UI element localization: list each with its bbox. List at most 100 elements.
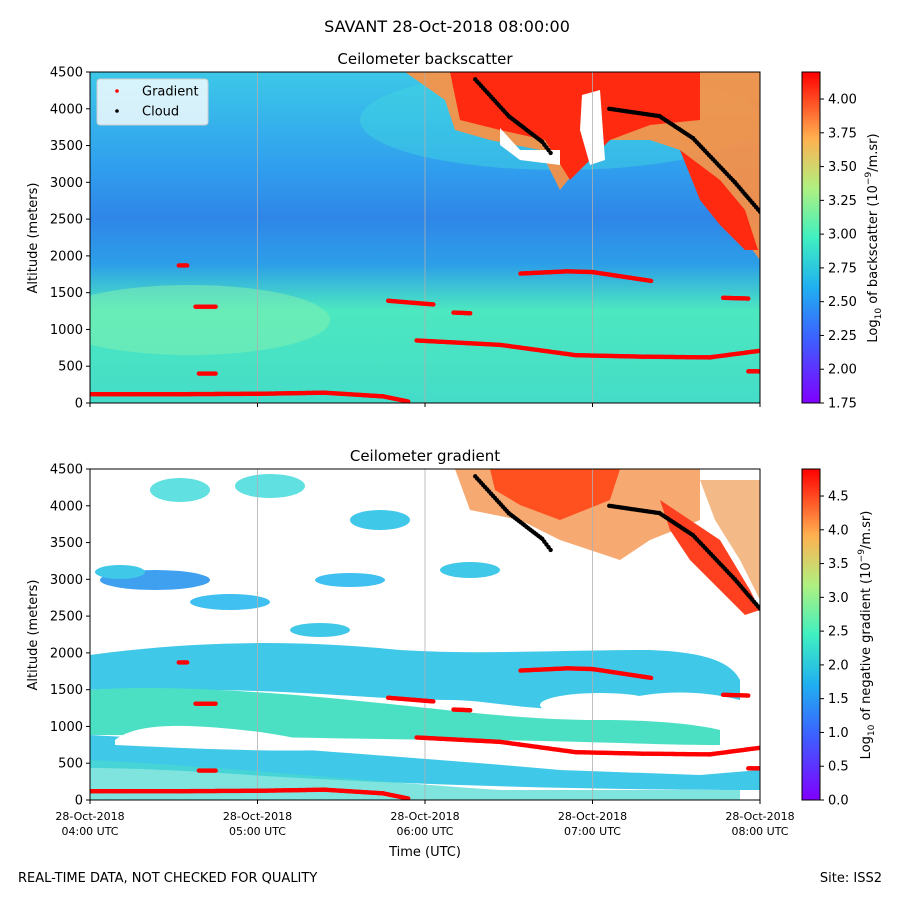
gradient-y-axis: 0 500 1000 1500 2000 2500 3000 3500 4000 4500: [50, 463, 90, 809]
y-tick-label: 2500: [50, 213, 83, 228]
colorbar-tick-label: 0.5: [828, 760, 849, 775]
colorbar-tick-label: 3.50: [828, 160, 857, 175]
gradient-grid: [257, 469, 593, 800]
x-tick-time: 05:00 UTC: [229, 825, 286, 838]
y-tick-label: 4500: [50, 66, 83, 81]
gradient-point: [431, 699, 436, 704]
legend-cloud-marker: [115, 109, 119, 113]
y-tick-label: 1000: [50, 323, 83, 338]
colorbar-tick-label: 4.0: [828, 523, 849, 538]
gradient-xlabel: Time (UTC): [388, 845, 461, 860]
backscatter-ylabel: Altitude (meters): [26, 183, 41, 294]
y-tick-label: 2000: [50, 646, 83, 661]
x-tick-time: 07:00 UTC: [564, 825, 621, 838]
colorbar-tick-label: 3.5: [828, 557, 849, 572]
x-tick-time: 06:00 UTC: [396, 825, 453, 838]
gradient-point: [406, 796, 411, 800]
colorbar-tick-label: 2.25: [828, 329, 857, 344]
y-tick-label: 3500: [50, 536, 83, 551]
colorbar-tick-label: 2.50: [828, 295, 857, 310]
colorbar-tick-label: 1.0: [828, 726, 849, 741]
gradient-x-axis: 28-Oct-2018 04:00 UTC 28-Oct-2018 05:00 …: [55, 800, 795, 838]
y-tick-label: 4500: [50, 463, 83, 478]
cloud-point: [757, 606, 760, 611]
y-tick-label: 1000: [50, 720, 83, 735]
gradient-ylabel: Altitude (meters): [26, 580, 41, 691]
gradient-point: [406, 399, 411, 403]
gradient-point: [213, 371, 218, 376]
x-tick-time: 08:00 UTC: [731, 825, 788, 838]
gradient-colorbar-label: Log10 of negative gradient (10−9/m.sr): [857, 511, 877, 760]
gradient-colorbar-bar: [801, 468, 821, 801]
gradient-point: [757, 348, 760, 353]
backscatter-colorbar-bar: [801, 71, 821, 404]
y-tick-label: 3500: [50, 139, 83, 154]
gradient-point: [746, 693, 751, 698]
y-tick-label: 1500: [50, 683, 83, 698]
y-tick-label: 4000: [50, 102, 83, 117]
gradient-point: [757, 766, 760, 771]
y-tick-label: 1500: [50, 286, 83, 301]
y-tick-label: 2500: [50, 610, 83, 625]
gradient-overlay: [90, 474, 760, 800]
backscatter-y-axis: 0 500 1000 1500 2000 2500 3000 3500 4000 4500: [50, 66, 90, 412]
gradient-point: [757, 369, 760, 374]
gradient-point: [746, 296, 751, 301]
gradient-point: [648, 675, 654, 681]
backscatter-panel: Ceilometer backscatter 0 500 1000 1500 2000 2…: [26, 50, 884, 412]
footer-disclaimer: REAL-TIME DATA, NOT CHECKED FOR QUALITY: [18, 871, 317, 886]
x-tick-time: 04:00 UTC: [61, 825, 118, 838]
colorbar-tick-label: 3.00: [828, 228, 857, 243]
colorbar-tick-label: 2.00: [828, 363, 857, 378]
backscatter-title: Ceilometer backscatter: [337, 50, 513, 68]
x-tick-date: 28-Oct-2018: [223, 810, 292, 823]
backscatter-x-axis: [89, 403, 761, 407]
gradient-point: [431, 302, 436, 307]
gradient-colorbar: 0.0 0.5 1.0 1.5 2.0 2.5 3.0 3.5 4.0 4.5 Log10 of …: [801, 468, 877, 809]
colorbar-tick-label: 3.25: [828, 194, 857, 209]
gradient-point: [213, 768, 218, 773]
x-tick-date: 28-Oct-2018: [725, 810, 794, 823]
colorbar-tick-label: 4.00: [828, 93, 857, 108]
y-tick-label: 3000: [50, 176, 83, 191]
y-tick-label: 500: [58, 360, 83, 375]
legend-gradient-label: Gradient: [142, 85, 199, 100]
backscatter-colorbar: 1.75 2.00 2.25 2.50 2.75 3.00 3.25 3.50 3.75 4.00…: [801, 71, 884, 412]
colorbar-tick-label: 4.5: [828, 490, 849, 505]
legend-cloud-label: Cloud: [142, 105, 179, 120]
y-tick-label: 500: [58, 757, 83, 772]
colorbar-tick-label: 3.0: [828, 591, 849, 606]
x-tick-date: 28-Oct-2018: [558, 810, 627, 823]
colorbar-tick-label: 2.0: [828, 658, 849, 673]
cloud-point: [757, 209, 760, 214]
colorbar-tick-label: 2.5: [828, 625, 849, 640]
x-tick-date: 28-Oct-2018: [390, 810, 459, 823]
gradient-title: Ceilometer gradient: [350, 447, 500, 465]
gradient-point: [184, 660, 190, 665]
gradient-point: [213, 701, 218, 706]
backscatter-grid: [257, 72, 593, 403]
colorbar-tick-label: 2.75: [828, 261, 857, 276]
colorbar-tick-label: 1.5: [828, 692, 849, 707]
cloud-point: [548, 150, 553, 156]
y-tick-label: 0: [75, 794, 83, 809]
colorbar-tick-label: 1.75: [828, 397, 857, 412]
y-tick-label: 4000: [50, 499, 83, 514]
gradient-point: [757, 745, 760, 750]
y-tick-label: 2000: [50, 249, 83, 264]
footer-site: Site: ISS2: [820, 871, 882, 886]
colorbar-tick-label: 0.0: [828, 794, 849, 809]
x-tick-date: 28-Oct-2018: [55, 810, 124, 823]
legend: Gradient Cloud: [96, 78, 209, 126]
cloud-point: [548, 547, 553, 553]
gradient-point: [648, 278, 654, 284]
gradient-point: [213, 304, 218, 309]
gradient-point: [184, 263, 190, 268]
gradient-point: [468, 708, 473, 713]
suptitle: SAVANT 28-Oct-2018 08:00:00: [324, 17, 570, 36]
y-tick-label: 0: [75, 397, 83, 412]
colorbar-tick-label: 3.75: [828, 126, 857, 141]
backscatter-colorbar-label: Log10 of backscatter (10−9/m.sr): [864, 133, 884, 342]
gradient-point: [468, 311, 473, 316]
